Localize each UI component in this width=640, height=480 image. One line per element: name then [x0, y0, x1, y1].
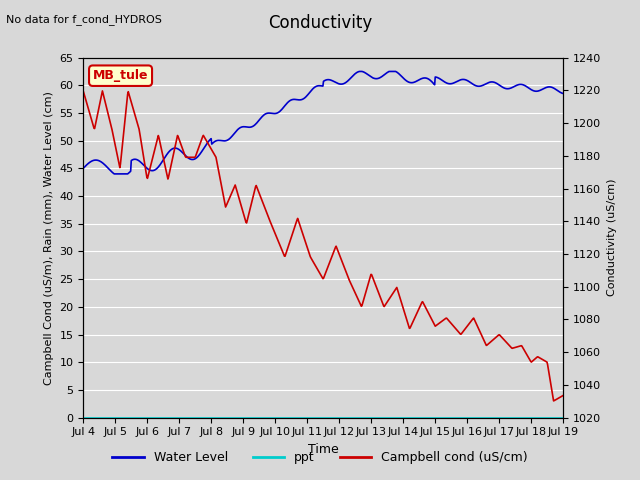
X-axis label: Time: Time — [308, 443, 339, 456]
Y-axis label: Conductivity (uS/cm): Conductivity (uS/cm) — [607, 179, 617, 296]
Text: No data for f_cond_HYDROS: No data for f_cond_HYDROS — [6, 14, 163, 25]
Text: Conductivity: Conductivity — [268, 14, 372, 33]
Y-axis label: Campbell Cond (uS/m), Rain (mm), Water Level (cm): Campbell Cond (uS/m), Rain (mm), Water L… — [44, 91, 54, 384]
Legend: Water Level, ppt, Campbell cond (uS/cm): Water Level, ppt, Campbell cond (uS/cm) — [108, 446, 532, 469]
Text: MB_tule: MB_tule — [93, 69, 148, 82]
